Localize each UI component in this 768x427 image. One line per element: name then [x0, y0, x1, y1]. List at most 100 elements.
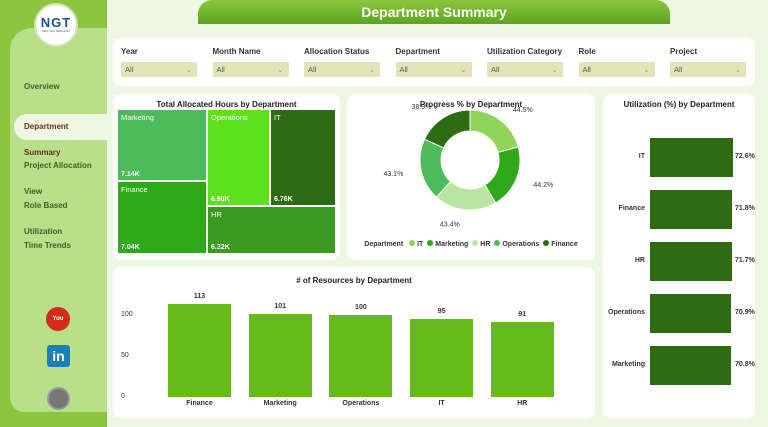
filter-label: Year — [121, 47, 138, 56]
bar-data-label: 113 — [193, 293, 206, 301]
legend-marker-icon — [427, 240, 434, 246]
sidebar-item-department-summary[interactable]: Department Summary — [14, 114, 107, 157]
filter-dropdown[interactable]: All ⌄ — [487, 62, 563, 77]
bar-data-label: 95 — [437, 308, 446, 316]
chevron-down-icon: ⌄ — [368, 65, 375, 74]
tile-value: 6.76K — [274, 196, 293, 203]
treemap-tile[interactable]: Finance 7.04K — [118, 182, 206, 253]
filter-dropdown[interactable]: All ⌄ — [304, 62, 380, 77]
filter-bar: Year All ⌄ Month Name All ⌄ Allocation Statu… — [113, 38, 755, 86]
bar-data-label: 70.8% — [735, 361, 755, 368]
x-tick-label: IT — [438, 400, 445, 407]
treemap-tile[interactable]: Operations 6.90K — [208, 110, 269, 205]
filter-value: All — [216, 65, 225, 74]
utilization-bar[interactable] — [650, 138, 733, 177]
donut-data-label: 44.5% — [513, 107, 533, 114]
page-title: Department Summary — [198, 0, 670, 24]
y-tick-label: IT — [638, 153, 645, 160]
tile-label: Marketing — [121, 113, 154, 122]
tile-label: Operations — [211, 113, 248, 122]
utilization-bar[interactable] — [650, 242, 732, 281]
tile-label: IT — [274, 113, 281, 122]
x-tick-label: Finance — [186, 400, 213, 407]
legend-marker-icon — [472, 240, 479, 246]
filter-label: Project — [670, 47, 698, 56]
filter-dropdown[interactable]: All ⌄ — [578, 62, 655, 77]
filter-dropdown[interactable]: All ⌄ — [670, 62, 746, 77]
bar-data-label: 70.9% — [735, 309, 755, 316]
bar-data-label: 71.7% — [735, 257, 755, 264]
tile-value: 6.90K — [211, 196, 230, 203]
bar-data-label: 91 — [518, 311, 527, 319]
resource-bar[interactable] — [329, 315, 393, 397]
donut-slice[interactable] — [423, 109, 471, 149]
legend-item[interactable]: Marketing — [427, 240, 468, 248]
chevron-down-icon: ⌄ — [185, 65, 192, 74]
filter-label: Role — [578, 47, 596, 56]
legend-item[interactable]: Operations — [494, 240, 539, 248]
linkedin-icon[interactable]: in — [47, 345, 70, 367]
filter-value: All — [582, 65, 591, 74]
legend-marker-icon — [543, 240, 550, 246]
legend-marker-icon — [409, 240, 416, 246]
legend-item[interactable]: HR — [472, 240, 490, 248]
sidebar-item-project-allocation-view[interactable]: Project Allocation View — [24, 161, 92, 196]
resource-bar[interactable] — [168, 304, 231, 397]
tile-value: 7.04K — [121, 244, 140, 251]
legend-label: Finance — [551, 241, 578, 248]
donut-legend: Department IT Marketing HR Operations Fi… — [347, 240, 595, 248]
filter-label: Month Name — [212, 47, 261, 56]
filter-label: Allocation Status — [304, 47, 370, 56]
tile-label: Finance — [121, 185, 148, 194]
globe-icon[interactable] — [47, 387, 70, 410]
sidebar-item-time-trends[interactable]: Time Trends — [24, 241, 71, 250]
legend-item[interactable]: Finance — [543, 240, 578, 248]
x-tick-label: Operations — [342, 400, 380, 407]
treemap-tile[interactable]: Marketing 7.14K — [118, 110, 206, 180]
y-tick-label: Marketing — [611, 361, 645, 368]
filter-dropdown[interactable]: All ⌄ — [212, 62, 289, 77]
bar-data-label: 71.8% — [735, 205, 755, 212]
filter-dropdown[interactable]: All ⌄ — [121, 62, 197, 77]
treemap-card: Total Allocated Hours by Department Mark… — [113, 94, 340, 260]
sidebar-item-overview[interactable]: Overview — [24, 82, 60, 91]
resource-bar[interactable] — [490, 322, 554, 397]
treemap-tile[interactable]: IT 6.76K — [271, 110, 335, 205]
chevron-down-icon: ⌄ — [734, 65, 741, 74]
treemap-tile[interactable]: HR 6.32K — [208, 207, 335, 253]
resource-bar[interactable] — [410, 319, 474, 397]
filter-value: All — [491, 65, 500, 74]
chevron-down-icon: ⌄ — [643, 65, 650, 74]
utilization-bar[interactable] — [650, 294, 732, 333]
utilization-bar[interactable] — [650, 190, 733, 229]
filter-label: Utilization Category — [487, 47, 563, 56]
filter-value: All — [399, 65, 408, 74]
sidebar-item-role-based-utilization[interactable]: Role Based Utilization — [24, 201, 68, 236]
legend-title: Department — [364, 241, 404, 248]
filter-value: All — [125, 65, 134, 74]
donut-data-label: 43.1% — [383, 171, 403, 178]
utilization-title: Utilization (%) by Department — [623, 100, 735, 109]
tile-value: 6.32K — [211, 244, 230, 251]
logo: NGT NEXT GEN TEMPLATES — [34, 3, 78, 47]
resources-card: # of Resources by Department 0 50 100 113 … — [113, 267, 595, 418]
resources-title: # of Resources by Department — [296, 276, 412, 285]
bar-data-label: 72.6% — [735, 153, 755, 160]
utilization-bar[interactable] — [650, 346, 731, 385]
x-tick-label: HR — [517, 400, 528, 407]
tile-label: HR — [211, 210, 222, 219]
logo-subtitle: NEXT GEN TEMPLATES — [41, 30, 71, 33]
y-tick-label: 50 — [121, 352, 129, 359]
treemap-title: Total Allocated Hours by Department — [156, 100, 297, 109]
youtube-icon[interactable]: You — [46, 307, 70, 331]
donut-data-label: 43.4% — [440, 222, 460, 229]
y-tick-label: Finance — [618, 205, 645, 212]
tile-value: 7.14K — [121, 171, 140, 178]
logo-text: NGT — [40, 15, 72, 30]
legend-item[interactable]: IT — [409, 240, 423, 248]
donut-slice[interactable] — [469, 109, 519, 154]
resource-bar[interactable] — [248, 314, 312, 397]
filter-value: All — [308, 65, 317, 74]
y-tick-label: Operations — [608, 309, 645, 316]
filter-dropdown[interactable]: All ⌄ — [395, 62, 472, 77]
